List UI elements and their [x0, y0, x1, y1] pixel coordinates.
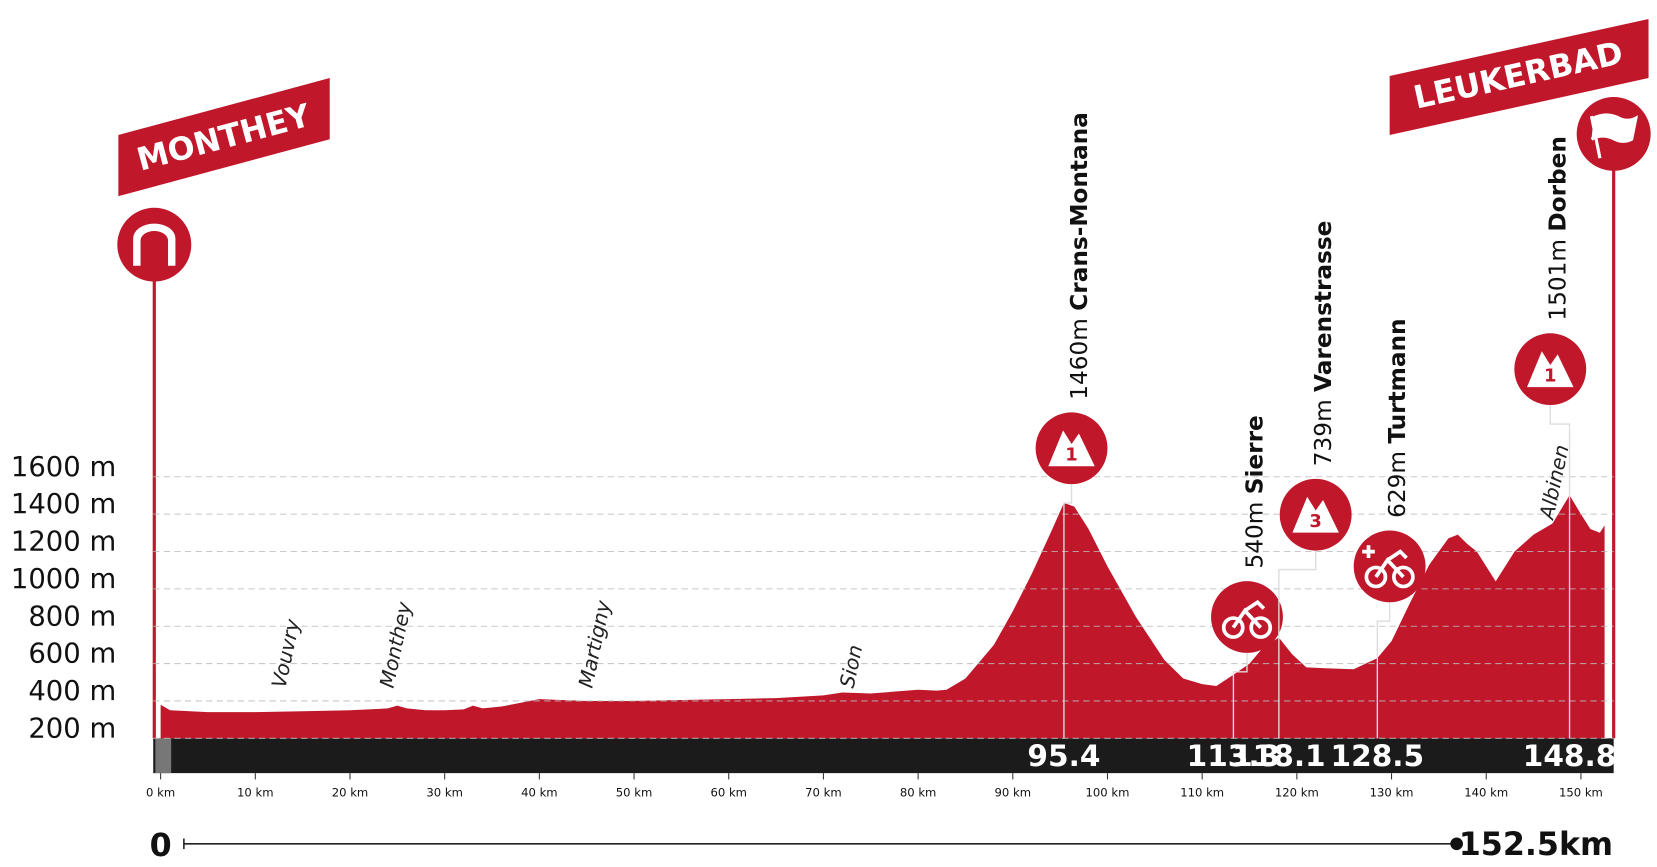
x-tick-label: 100 km [1086, 786, 1130, 800]
point-elevation: 1460m [1065, 318, 1092, 400]
x-tick-label: 40 km [521, 786, 558, 800]
x-tick-label: 70 km [805, 786, 842, 800]
point-leader [1232, 652, 1248, 739]
x-tick-label: 140 km [1464, 786, 1508, 800]
x-tick-label: 60 km [710, 786, 747, 800]
wheel [1392, 565, 1415, 589]
climb-category: 1 [1544, 366, 1556, 387]
wheel [1249, 616, 1273, 639]
point-label: 739m Varenstrasse [1310, 221, 1337, 467]
x-tick-label: 50 km [616, 786, 653, 800]
y-tick-label: 1600 m [11, 452, 116, 483]
point-label: 1501m Dorben [1544, 136, 1571, 321]
start-banner [118, 78, 330, 197]
point-name: Crans-Montana [1065, 112, 1092, 311]
point-leader [1376, 602, 1391, 739]
point-km: 95.4 [1027, 739, 1100, 773]
frame [1231, 599, 1266, 629]
frame [1374, 549, 1408, 579]
point-km: 113.3 [1187, 739, 1281, 773]
place-name: Martigny [573, 597, 615, 690]
point-elevation: 739m [1310, 399, 1337, 466]
finish-banner [1389, 18, 1649, 136]
wheel [1221, 616, 1245, 639]
plus [1362, 545, 1375, 558]
distance-start: 0 [150, 828, 172, 864]
point-elevation: 1501m [1544, 239, 1571, 321]
bike-shape [1362, 545, 1415, 589]
point-elevation: 540m [1241, 502, 1268, 569]
y-tick-label: 600 m [28, 639, 116, 670]
y-tick-label: 1200 m [11, 527, 116, 558]
elevation-area [160, 495, 1605, 739]
km-bar-start [155, 738, 172, 774]
x-tick-label: 0 km [146, 786, 175, 800]
mountain-shape [1292, 496, 1339, 533]
x-tick-label: 30 km [426, 786, 463, 800]
climb-category: 3 [1309, 511, 1321, 532]
place-name: Monthey [375, 599, 417, 690]
x-tick-label: 10 km [237, 786, 274, 800]
point-label: 629m Turtmann [1384, 318, 1411, 517]
point-icon [1211, 581, 1283, 653]
x-tick-label: 90 km [995, 786, 1032, 800]
point-leader [1063, 484, 1073, 739]
point-name: Sierre [1241, 415, 1268, 494]
point-name: Dorben [1544, 136, 1571, 231]
point-km: 128.5 [1331, 739, 1425, 773]
point-elevation: 629m [1384, 451, 1411, 518]
point-name: Turtmann [1384, 318, 1411, 443]
start-arch [133, 223, 176, 266]
wheel [1364, 565, 1388, 589]
y-tick-label: 1400 m [11, 489, 116, 520]
climb-category: 1 [1065, 445, 1077, 466]
finish-flag [1589, 113, 1639, 159]
x-tick-label: 130 km [1370, 786, 1414, 800]
x-tick-label: 120 km [1275, 786, 1319, 800]
distance-end: 152.5km [1459, 827, 1613, 863]
point-label: 1460m Crans-Montana [1065, 112, 1092, 400]
mountain-shape [1527, 351, 1574, 388]
y-tick-label: 1000 m [11, 564, 116, 595]
y-tick-label: 800 m [28, 601, 116, 632]
x-tick-label: 80 km [900, 786, 937, 800]
point-leader [1549, 405, 1571, 739]
place-name: Vouvry [267, 616, 305, 690]
place-name: Sion [835, 643, 868, 690]
x-tick-label: 150 km [1559, 786, 1603, 800]
x-tick-label: 20 km [332, 786, 369, 800]
start-icon [117, 207, 192, 282]
point-label: 540m Sierre [1241, 415, 1268, 568]
distance-end-dot [1450, 837, 1463, 851]
km-bar [153, 738, 1614, 774]
point-leader [1278, 550, 1317, 739]
y-tick-label: 400 m [28, 676, 116, 707]
y-tick-label: 200 m [28, 713, 116, 744]
mountain-shape [1048, 430, 1095, 467]
point-km: 148.8 [1523, 739, 1617, 773]
point-icon [1353, 530, 1426, 603]
bike-shape [1221, 599, 1273, 639]
point-km: 118.1 [1232, 739, 1326, 773]
point-name: Varenstrasse [1310, 221, 1337, 392]
x-tick-label: 110 km [1180, 786, 1224, 800]
